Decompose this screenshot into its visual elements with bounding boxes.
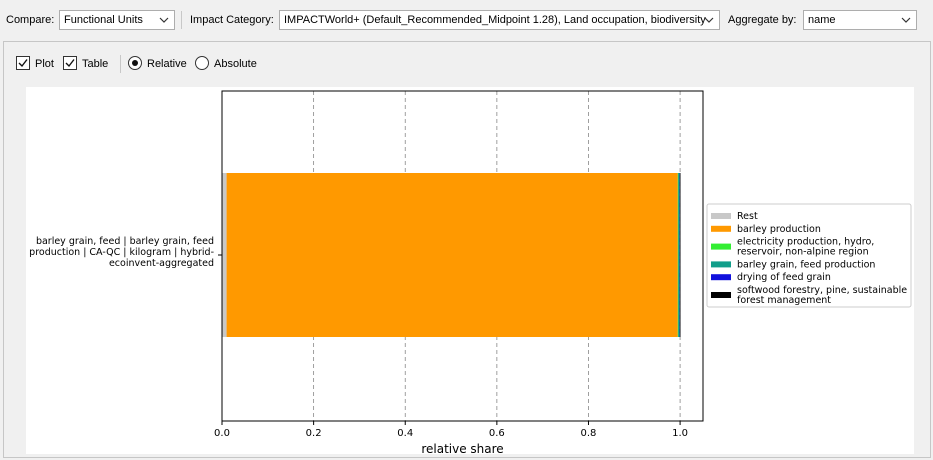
legend-swatch-2 <box>711 243 731 250</box>
category-label-line: ecoinvent-aggregated <box>109 258 214 269</box>
plot-checkbox[interactable] <box>16 56 30 70</box>
toolbar-separator <box>181 11 182 29</box>
legend-box <box>706 203 912 308</box>
x-tick-label: 0.6 <box>489 428 505 439</box>
legend-swatch-1 <box>711 225 731 232</box>
plot-frame <box>221 90 704 422</box>
legend-label: barley grain, feed production <box>737 259 875 270</box>
legend-label: softwood forestry, pine, sustainable <box>737 285 907 296</box>
relative-radio[interactable] <box>128 56 142 70</box>
x-tick-label: 0.0 <box>214 428 230 439</box>
x-tick-label: 0.2 <box>306 428 322 439</box>
bar-chart: 0.0 0.2 0.4 0.6 0.8 1.0 barley grain, feed | b… <box>29 90 912 454</box>
bar-segment-0 <box>222 173 227 337</box>
legend-label: drying of feed grain <box>737 272 831 283</box>
x-tick-label: 1.0 <box>672 428 688 439</box>
category-label-line: barley grain, feed | barley grain, feed <box>36 236 214 247</box>
x-tick-label: 0.4 <box>397 428 413 439</box>
category-label-line: production | CA-QC | kilogram | hybrid- <box>29 247 214 258</box>
legend-swatch-3 <box>711 261 731 268</box>
relative-radio-label[interactable]: Relative <box>147 58 187 70</box>
absolute-radio-label[interactable]: Absolute <box>214 58 257 70</box>
impact-category-dropdown[interactable]: IMPACTWorld+ (Default_Recommended_Midpoi… <box>279 10 720 30</box>
legend-label: reservoir, non-alpine region <box>737 247 869 258</box>
chevron-down-icon <box>704 17 714 23</box>
chevron-down-icon <box>159 17 169 23</box>
checkmark-icon <box>18 59 28 68</box>
bar-segment-2 <box>677 173 679 337</box>
toolbar: Compare: Functional Units Impact Categor… <box>0 0 933 40</box>
chevron-down-icon <box>901 17 911 23</box>
aggregate-by-dropdown-value: name <box>808 14 836 26</box>
legend-label: Rest <box>737 211 758 222</box>
bar-segment-5 <box>679 173 681 337</box>
table-checkbox-label[interactable]: Table <box>82 58 109 70</box>
compare-dropdown[interactable]: Functional Units <box>59 10 175 30</box>
chart-figure: 0.0 0.2 0.4 0.6 0.8 1.0 barley grain, feed | b… <box>26 87 914 454</box>
bar-segment-1 <box>226 173 678 337</box>
x-tick-label: 0.8 <box>581 428 597 439</box>
legend-label: forest management <box>737 295 831 306</box>
radio-selected-dot <box>132 60 138 66</box>
compare-label: Compare: <box>6 14 55 26</box>
x-axis-label: relative share <box>421 442 503 454</box>
legend-swatch-0 <box>711 213 731 219</box>
aggregate-by-label: Aggregate by: <box>728 14 797 26</box>
legend-label: electricity production, hydro, <box>737 237 874 248</box>
plot-checkbox-label[interactable]: Plot <box>35 58 54 70</box>
bar-segment-3 <box>678 173 680 337</box>
absolute-radio[interactable] <box>195 56 209 70</box>
legend-swatch-5 <box>711 292 731 298</box>
aggregate-by-dropdown[interactable]: name <box>803 10 917 30</box>
legend-swatch-4 <box>711 274 731 281</box>
legend-label: barley production <box>737 224 821 235</box>
impact-category-dropdown-value: IMPACTWorld+ (Default_Recommended_Midpoi… <box>284 14 706 26</box>
table-checkbox[interactable] <box>63 56 77 70</box>
options-separator <box>120 55 121 73</box>
impact-category-label: Impact Category: <box>190 14 274 26</box>
checkmark-icon <box>65 59 75 68</box>
compare-dropdown-value: Functional Units <box>64 14 143 26</box>
